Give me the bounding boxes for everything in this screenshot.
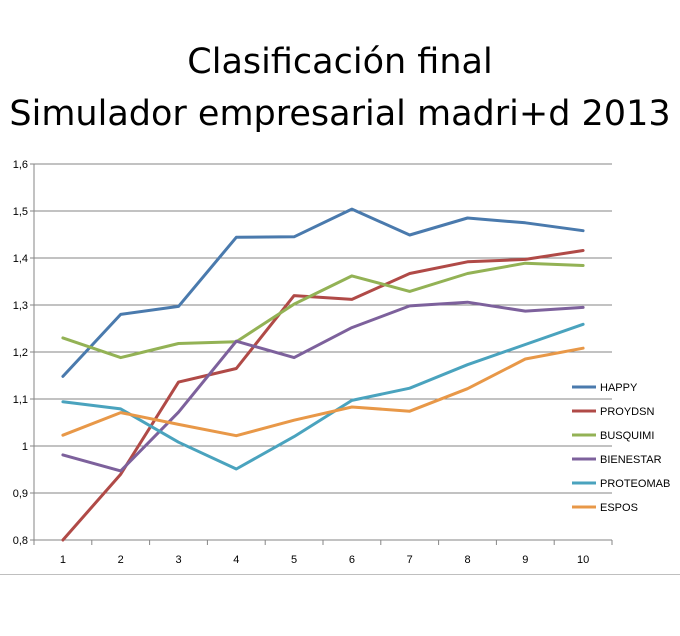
- series-line-bienestar: [61, 300, 585, 473]
- series-lines: [61, 207, 585, 542]
- series-line-proydsn: [61, 249, 585, 542]
- series-line-busquimi: [61, 261, 585, 360]
- legend-label: BUSQUIMI: [600, 430, 654, 442]
- bottom-divider: [0, 574, 680, 575]
- y-tick-label: 1,2: [13, 347, 28, 359]
- legend-label: HAPPY: [600, 382, 638, 394]
- y-tick-label: 1,1: [13, 394, 28, 406]
- legend-label: BIENESTAR: [600, 454, 662, 466]
- series-line-espos: [61, 346, 585, 438]
- y-tick-label: 1,6: [13, 159, 28, 171]
- x-tick-label: 8: [464, 554, 470, 566]
- chart-title-line-2: Simulador empresarial madri+d 2013: [9, 94, 671, 134]
- x-tick-label: 9: [522, 554, 528, 566]
- chart-title-line-1: Clasificación final: [187, 42, 493, 82]
- x-tick-label: 7: [407, 554, 413, 566]
- gridlines: [34, 163, 612, 541]
- legend-label: ESPOS: [600, 502, 638, 514]
- series-line-happy: [61, 207, 585, 378]
- series-line-proteomab: [61, 322, 585, 471]
- x-tick-label: 2: [118, 554, 124, 566]
- y-tick-label: 0,9: [13, 488, 28, 500]
- x-tick-label: 1: [60, 554, 66, 566]
- x-axis-ticks: 1 2 3 4 5 6 7 8 9 10: [33, 540, 613, 566]
- y-tick-label: 0,8: [13, 535, 28, 547]
- x-tick-label: 3: [175, 554, 181, 566]
- y-tick-label: 1,3: [13, 300, 28, 312]
- y-tick-label: 1,5: [13, 206, 28, 218]
- y-tick-label: 1,4: [13, 253, 28, 265]
- legend-label: PROTEOMAB: [600, 478, 670, 490]
- x-tick-label: 5: [291, 554, 297, 566]
- legend-label: PROYDSN: [600, 406, 654, 418]
- x-tick-label: 10: [577, 554, 589, 566]
- y-axis-ticks: 0,8 0,9 1 1,1 1,2 1,3 1,4 1,5 1,6: [13, 159, 34, 547]
- x-tick-label: 4: [233, 554, 239, 566]
- legend: HAPPY PROYDSN BUSQUIMI BIENESTAR PROTEOMAB ES…: [572, 382, 670, 514]
- y-tick-label: 1: [22, 441, 28, 453]
- x-tick-label: 6: [349, 554, 355, 566]
